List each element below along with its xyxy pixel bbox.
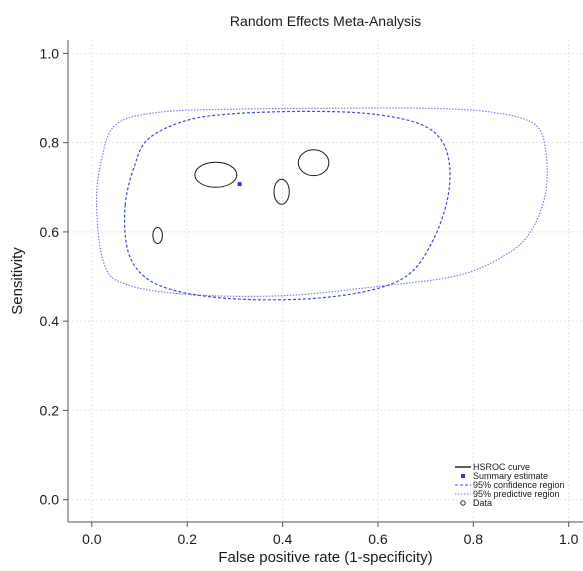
summary-estimate-marker (238, 182, 242, 186)
legend-data-swatch (461, 501, 465, 505)
y-tick-label: 0.2 (40, 402, 60, 418)
x-tick-label: 1.0 (559, 531, 579, 547)
y-axis-label: Sensitivity (9, 247, 26, 315)
data-points (153, 150, 329, 244)
data-ellipse-1 (298, 150, 329, 176)
data-ellipse-0 (195, 162, 237, 187)
axes (63, 40, 583, 527)
legend-label-data: Data (473, 498, 492, 508)
x-tick-label: 0.4 (273, 531, 293, 547)
x-tick-label: 0.0 (82, 531, 102, 547)
y-tick-label: 0.0 (40, 492, 60, 508)
data-ellipse-3 (153, 227, 163, 243)
y-tick-label: 0.6 (40, 224, 60, 240)
regions (97, 108, 548, 300)
y-tick-label: 0.8 (40, 135, 60, 151)
y-tick-label: 0.4 (40, 313, 60, 329)
data-ellipse-2 (274, 179, 289, 204)
x-tick-label: 0.6 (368, 531, 388, 547)
grid (68, 40, 583, 522)
x-axis-label: False positive rate (1-specificity) (218, 549, 432, 566)
x-tick-label: 0.2 (177, 531, 197, 547)
y-tick-label: 1.0 (40, 45, 60, 61)
chart-title: Random Effects Meta-Analysis (230, 13, 421, 29)
predictive-region (97, 108, 548, 296)
legend-summary-swatch (461, 474, 465, 478)
confidence-region (125, 111, 450, 299)
x-tick-label: 0.8 (464, 531, 484, 547)
